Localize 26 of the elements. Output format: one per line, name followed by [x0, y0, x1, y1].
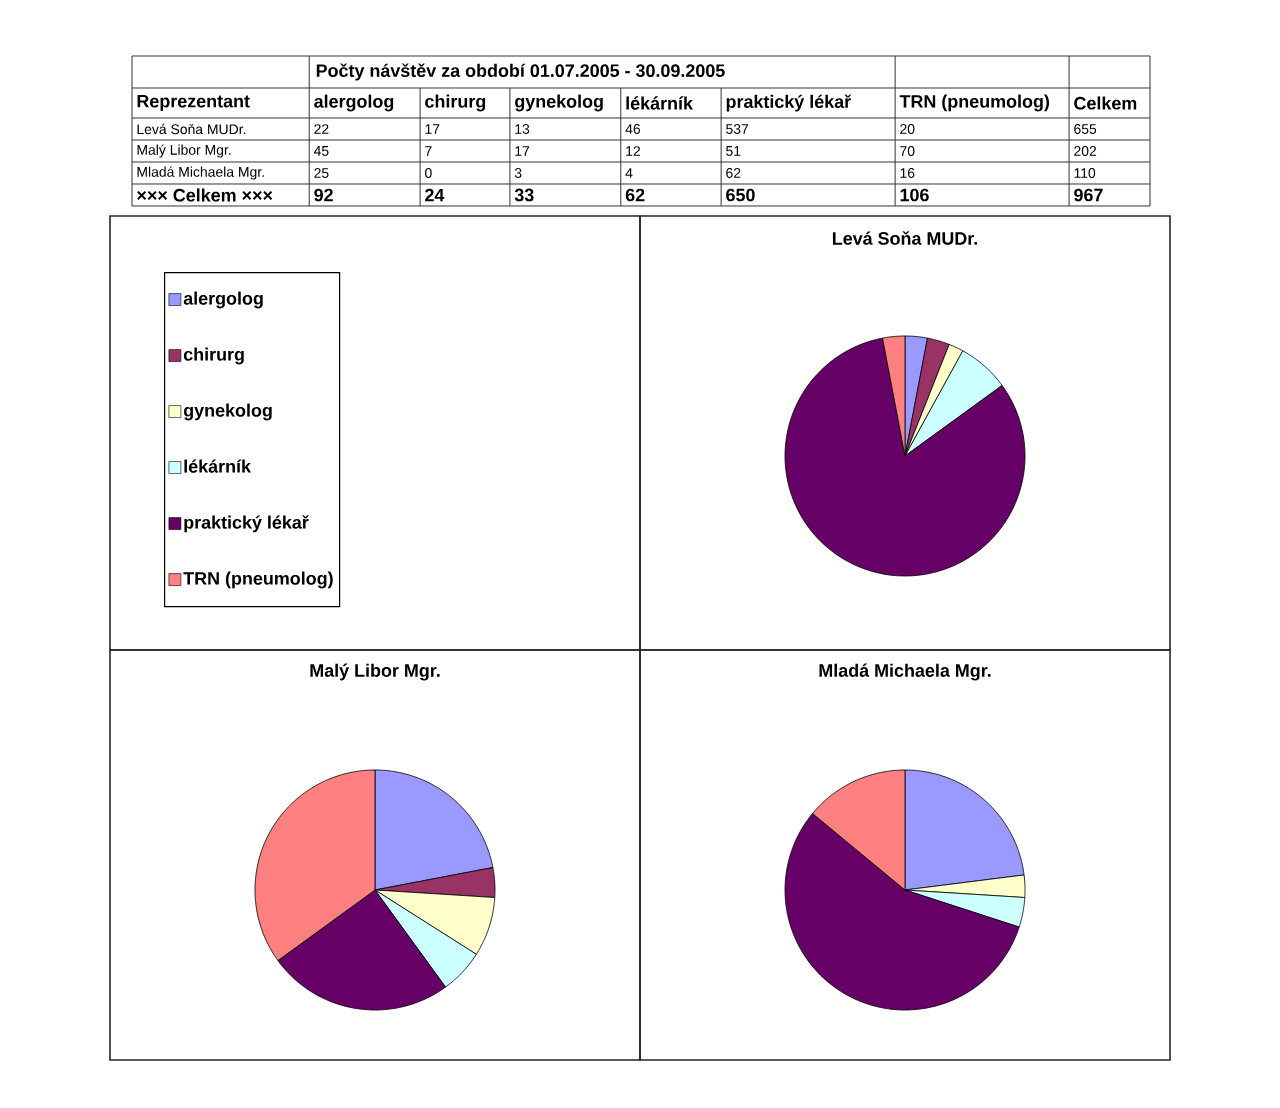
x-tick-label: gynekolog — [515, 94, 603, 112]
legend-label: alergolog — [183, 291, 263, 309]
chart-title: Malý Libor Mgr. — [310, 663, 440, 681]
x-tick-label: TRN (pneumolog) — [899, 94, 1050, 112]
legend-label: chirurg — [183, 347, 244, 365]
data-label: 33 — [514, 188, 534, 202]
legend-label: praktický lékař — [184, 515, 309, 533]
x-tick-label: chirurg — [425, 94, 486, 112]
x-tick-label: praktický lékař — [726, 94, 852, 112]
y-tick-label: ××× Celkem ××× — [137, 188, 273, 202]
data-label: 967 — [1074, 188, 1103, 202]
y-axis-title: Reprezentant — [137, 94, 250, 112]
chart-title: Počty návštěv za období 01.07.2005 - 30.09.2005 — [316, 63, 725, 81]
x-tick-label: lékárník — [626, 96, 693, 110]
data-label: 650 — [726, 188, 755, 202]
x-tick-label: Celkem — [1074, 96, 1137, 110]
chart-title: Mladá Michaela Mgr. — [819, 663, 991, 681]
legend-label: gynekolog — [183, 403, 272, 421]
x-tick-label: alergolog — [314, 94, 394, 112]
data-label: 92 — [314, 188, 333, 202]
legend-label: TRN (pneumolog) — [183, 571, 333, 589]
data-label: 24 — [425, 188, 445, 202]
text: Levá Soňa MUDr. — [832, 231, 978, 245]
data-label: 106 — [900, 188, 929, 202]
legend-label: lékárník — [184, 459, 252, 473]
data-label: 62 — [625, 188, 645, 202]
